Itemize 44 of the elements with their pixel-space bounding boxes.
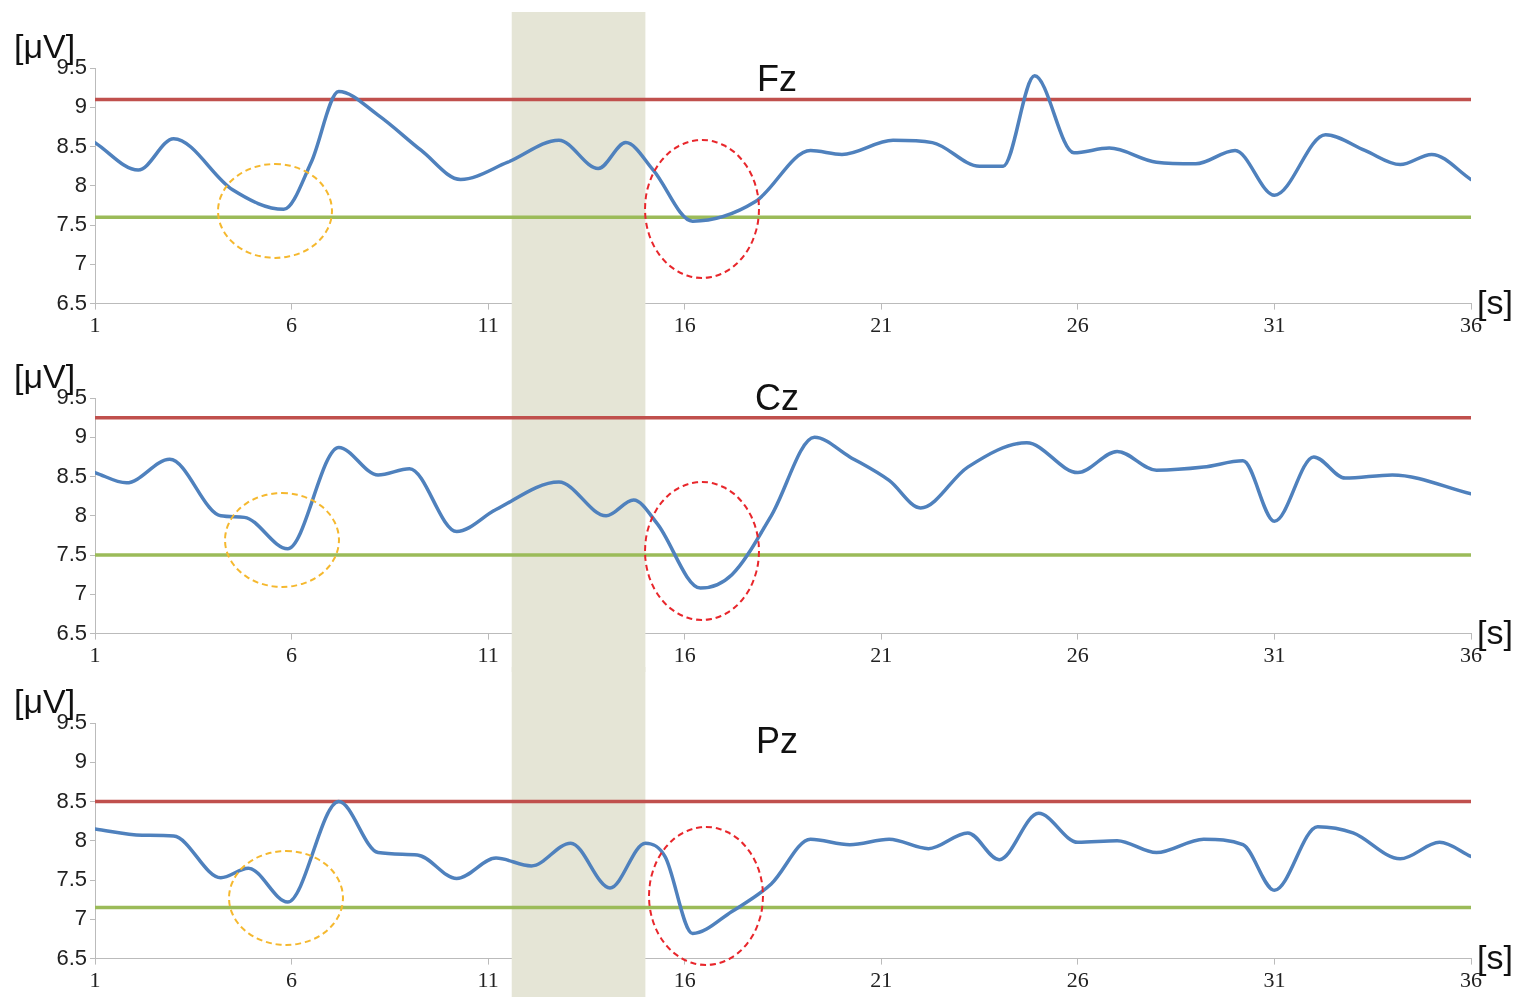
y-tick-label: 8 xyxy=(74,501,87,527)
y-tick-label: 9 xyxy=(74,423,87,449)
y-tick-label: 9 xyxy=(74,748,87,774)
y-tick-label: 7.5 xyxy=(56,211,87,237)
y-tick-label: 6.5 xyxy=(56,289,87,315)
x-tick-label: 6 xyxy=(286,311,298,337)
x-tick-label: 6 xyxy=(286,966,298,992)
x-tick-label: 1 xyxy=(89,311,101,337)
x-tick-label: 26 xyxy=(1066,966,1089,992)
x-tick-label: 21 xyxy=(870,311,893,337)
x-tick-label: 16 xyxy=(673,966,696,992)
x-tick-label: 31 xyxy=(1263,641,1286,667)
y-tick-label: 7 xyxy=(74,580,87,606)
x-tick-label: 1 xyxy=(89,966,101,992)
x-tick-label: 21 xyxy=(870,966,893,992)
y-tick-label: 6.5 xyxy=(56,944,87,970)
line-series xyxy=(95,799,1471,936)
line-series xyxy=(95,435,1471,590)
x-tick-label: 6 xyxy=(286,641,298,667)
y-tick-label: 9 xyxy=(74,93,87,119)
x-tick-label: 16 xyxy=(673,641,696,667)
y-tick-label: 6.5 xyxy=(56,619,87,645)
chart-title: Pz xyxy=(755,720,799,761)
y-tick-label: 7.5 xyxy=(56,866,87,892)
x-tick-label: 21 xyxy=(870,641,893,667)
y-tick-label: 8 xyxy=(74,171,87,197)
x-tick-label: 31 xyxy=(1263,311,1286,337)
x-tick-label: 16 xyxy=(673,311,696,337)
y-tick-label: 8.5 xyxy=(56,787,87,813)
x-tick-label: 31 xyxy=(1263,966,1286,992)
y-tick-label: 7.5 xyxy=(56,541,87,567)
y-tick-label: 7 xyxy=(74,905,87,931)
x-tick-label: 11 xyxy=(477,311,499,337)
x-tick-label: 11 xyxy=(477,641,499,667)
x-tick-label: 11 xyxy=(477,966,499,992)
chart-title: Cz xyxy=(755,376,799,418)
x-tick-label: 26 xyxy=(1066,641,1089,667)
chart-title: Fz xyxy=(757,58,797,100)
x-tick-label: 1 xyxy=(89,641,101,667)
x-tick-label: 26 xyxy=(1066,311,1089,337)
y-tick-label: 8.5 xyxy=(56,132,87,158)
y-tick-label: 8 xyxy=(74,826,87,852)
y-tick-label: 7 xyxy=(74,250,87,276)
y-tick-label: 8.5 xyxy=(56,462,87,488)
